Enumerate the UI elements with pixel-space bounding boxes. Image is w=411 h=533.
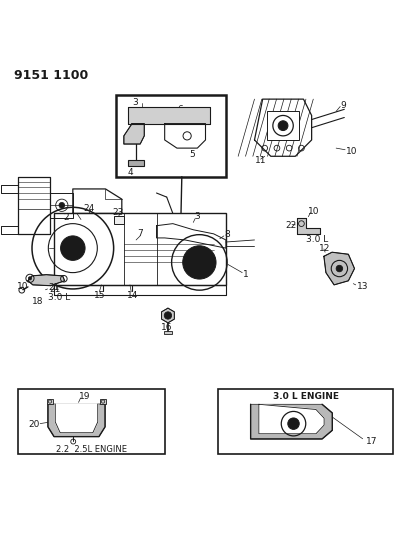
Text: 9: 9 <box>340 101 346 110</box>
Circle shape <box>183 246 216 279</box>
Polygon shape <box>124 124 144 144</box>
Circle shape <box>288 418 299 430</box>
Text: 8: 8 <box>224 230 230 239</box>
Circle shape <box>164 312 172 319</box>
Bar <box>55 213 226 285</box>
Text: 1: 1 <box>243 270 249 279</box>
Text: 3: 3 <box>132 98 138 107</box>
Polygon shape <box>128 107 210 124</box>
Text: 2: 2 <box>63 213 69 222</box>
Circle shape <box>60 236 85 261</box>
Bar <box>218 389 393 454</box>
Text: 4: 4 <box>128 168 134 177</box>
Text: 11: 11 <box>254 156 266 165</box>
Text: 17: 17 <box>365 437 377 446</box>
Text: 19: 19 <box>79 392 90 401</box>
Text: 20: 20 <box>28 420 39 429</box>
Text: 10: 10 <box>307 207 319 216</box>
Text: 3.0 L: 3.0 L <box>48 293 71 302</box>
Text: 21: 21 <box>50 285 61 294</box>
Polygon shape <box>55 404 98 433</box>
Text: 12: 12 <box>319 244 330 253</box>
Circle shape <box>192 255 206 269</box>
Bar <box>47 399 53 404</box>
Bar <box>128 160 144 166</box>
Polygon shape <box>28 274 65 286</box>
Circle shape <box>59 203 65 208</box>
Text: 14: 14 <box>127 290 139 300</box>
Text: 10: 10 <box>16 281 28 290</box>
Text: 10: 10 <box>346 147 358 156</box>
Text: 16: 16 <box>161 323 173 332</box>
Polygon shape <box>162 308 174 323</box>
Text: 21: 21 <box>48 283 60 292</box>
Polygon shape <box>324 252 355 285</box>
Text: 3: 3 <box>194 212 200 221</box>
Bar <box>164 332 172 334</box>
Text: 6: 6 <box>177 105 182 114</box>
Circle shape <box>336 265 343 272</box>
Bar <box>100 399 106 404</box>
Text: 5: 5 <box>189 150 195 159</box>
Text: 18: 18 <box>32 297 44 306</box>
Circle shape <box>28 277 32 280</box>
Polygon shape <box>297 217 320 234</box>
Circle shape <box>278 121 288 131</box>
Text: 9151 1100: 9151 1100 <box>14 69 88 82</box>
Polygon shape <box>259 404 324 434</box>
Text: 23: 23 <box>113 208 124 217</box>
Text: 24: 24 <box>83 204 94 213</box>
Text: 3.0 L: 3.0 L <box>305 235 328 244</box>
Text: 22: 22 <box>285 221 296 230</box>
Text: 13: 13 <box>356 281 368 290</box>
Polygon shape <box>251 404 332 439</box>
Text: 3.0 L ENGINE: 3.0 L ENGINE <box>272 392 339 401</box>
Bar <box>115 95 226 177</box>
Bar <box>114 216 124 224</box>
Text: 2.2  2.5L ENGINE: 2.2 2.5L ENGINE <box>56 445 127 454</box>
Polygon shape <box>48 404 105 437</box>
Text: 7: 7 <box>137 229 143 238</box>
Bar <box>18 389 165 454</box>
Bar <box>267 111 299 140</box>
Text: 15: 15 <box>94 290 105 300</box>
